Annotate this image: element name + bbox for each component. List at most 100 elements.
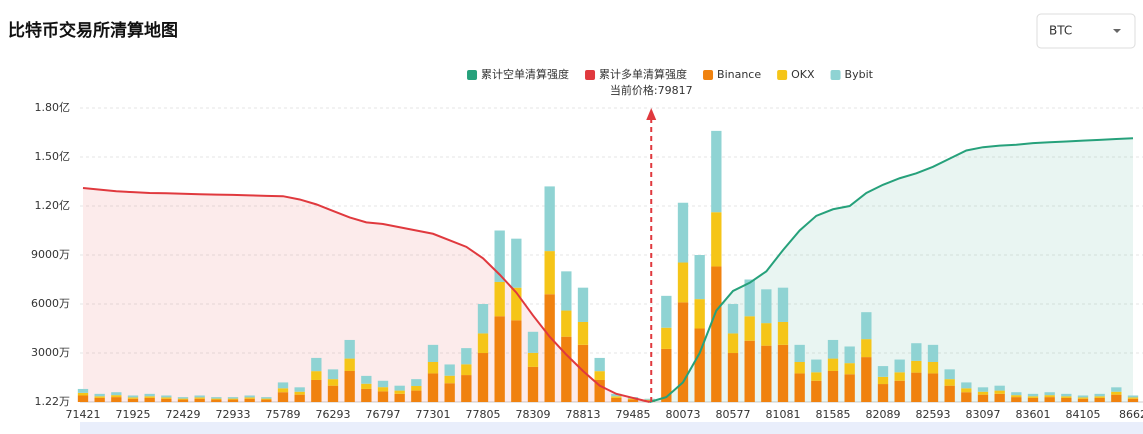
bar-segment	[294, 391, 305, 395]
x-tick-label: 81081	[766, 408, 801, 421]
bar-segment	[227, 397, 239, 399]
bar-segment	[377, 391, 389, 403]
bar-segment	[144, 396, 155, 398]
bar-segment	[994, 385, 1005, 391]
bar-segment	[411, 390, 422, 403]
scrollbar[interactable]	[80, 422, 1143, 434]
bar-segment	[477, 304, 489, 334]
bar-segment	[677, 262, 689, 303]
bar-segment	[761, 289, 772, 324]
bar-segment	[394, 390, 405, 394]
bar-segment	[77, 392, 89, 396]
bar-segment	[811, 380, 822, 403]
bar-segment	[394, 385, 405, 391]
x-tick-label: 72933	[216, 408, 251, 421]
bar-segment	[277, 392, 289, 403]
bar-segment	[144, 397, 155, 403]
bar-segment	[327, 369, 339, 380]
x-tick-label: 78813	[566, 408, 601, 421]
bar-segment	[894, 359, 905, 373]
bar-segment	[1111, 394, 1122, 403]
bar-segment	[894, 372, 905, 381]
bar-segment	[594, 371, 605, 380]
bar-segment	[561, 336, 572, 403]
bar-segment	[844, 346, 855, 364]
bar-segment	[211, 398, 222, 400]
bar-segment	[327, 385, 339, 403]
bar-segment	[261, 399, 272, 403]
bar-segment	[427, 373, 439, 403]
bar-segment	[277, 388, 289, 393]
dropdown[interactable]: BTC	[1036, 13, 1136, 49]
x-tick-label: 82089	[866, 408, 901, 421]
bar-segment	[794, 373, 805, 403]
bar-segment	[811, 372, 822, 381]
bar-segment	[1094, 393, 1105, 397]
bar-segment	[944, 379, 955, 386]
bar-segment	[194, 397, 205, 399]
bar-segment	[844, 374, 855, 403]
legend-swatch	[830, 70, 841, 80]
bar-segment	[411, 386, 422, 391]
bar-segment	[294, 394, 305, 403]
bar-segment	[311, 371, 322, 380]
bar-segment	[194, 395, 205, 398]
bar-segment	[511, 287, 522, 321]
bar-segment	[661, 327, 672, 349]
bar-segment	[1094, 396, 1105, 398]
bar-segment	[94, 396, 105, 398]
bar-segment	[944, 369, 955, 380]
bar-segment	[527, 352, 539, 367]
bar-segment	[1127, 395, 1139, 398]
bar-segment	[1094, 397, 1105, 403]
bar-segment	[211, 397, 222, 399]
bar-segment	[161, 398, 172, 403]
bar-segment	[744, 340, 755, 403]
dropdown-box[interactable]	[1036, 13, 1136, 49]
legend-swatch	[467, 70, 478, 80]
bar-segment	[411, 379, 422, 387]
bar-segment	[827, 370, 839, 403]
bar-segment	[1044, 395, 1055, 398]
line	[82, 187, 650, 403]
bar-segment	[361, 383, 372, 389]
bar-segment	[244, 398, 255, 403]
bar-segment	[377, 387, 389, 392]
bar-segment	[744, 316, 755, 341]
bar-segment	[961, 392, 972, 403]
bar-segment	[1027, 396, 1039, 398]
bar-segment	[911, 372, 922, 403]
bar-segment	[577, 321, 589, 345]
bar-segment	[844, 363, 855, 375]
bar-segment	[177, 397, 189, 399]
y-tick-label: 1.22万	[35, 395, 71, 408]
bar-segment	[527, 331, 539, 353]
x-tick-label: 82593	[916, 408, 951, 421]
bar-segment	[261, 397, 272, 399]
bar-segment	[911, 360, 922, 373]
bar-segment	[494, 316, 505, 403]
dropdown-value[interactable]: BTC	[1049, 24, 1072, 38]
y-tick-label: 9000万	[31, 248, 70, 261]
bar-segment	[361, 375, 372, 384]
dropdown-arrow[interactable]	[1113, 29, 1121, 33]
bar-segment	[344, 370, 355, 403]
bar-segment	[1111, 391, 1122, 395]
bar-segment	[977, 387, 989, 392]
area	[649, 138, 1133, 403]
bar-segment	[344, 339, 355, 359]
bar-segment	[977, 391, 989, 395]
bar-segment	[877, 376, 889, 385]
bar-segment	[344, 358, 355, 371]
bar-segment	[594, 357, 605, 372]
legend-swatch	[585, 70, 596, 80]
bar-segment	[577, 287, 589, 322]
bar-segment	[644, 398, 655, 400]
bar-segment	[1011, 392, 1022, 396]
x-tick-label: 77301	[416, 408, 451, 421]
legend-label: OKX	[791, 68, 815, 81]
bar-segment	[894, 380, 905, 403]
bar-segment	[761, 345, 772, 403]
